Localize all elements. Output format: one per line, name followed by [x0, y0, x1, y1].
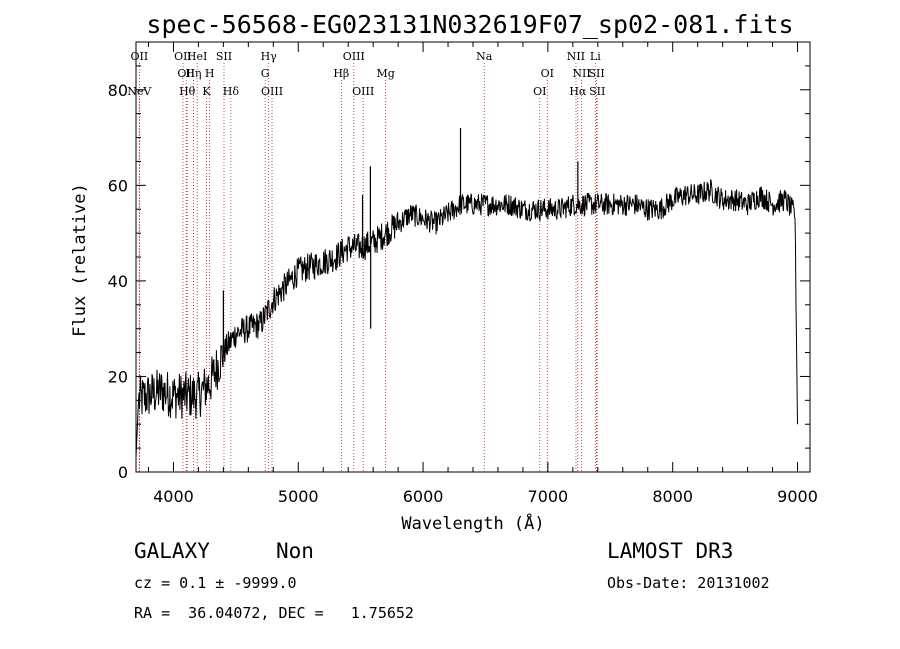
- line-label: OII: [174, 50, 192, 63]
- line-label: G: [261, 67, 270, 80]
- y-tick-label: 0: [118, 463, 128, 482]
- ra-dec: RA = 36.04072, DEC = 1.75652: [134, 604, 414, 622]
- obs-date: Obs-Date: 20131002: [607, 574, 770, 592]
- plot-frame: [135, 41, 811, 473]
- x-axis-label: Wavelength (Å): [401, 512, 544, 534]
- line-label: K: [202, 85, 211, 98]
- line-label: NII: [572, 67, 590, 80]
- line-label: Hδ: [223, 85, 240, 98]
- object-subclass: Non: [276, 539, 314, 563]
- line-label: NeV: [127, 85, 152, 98]
- line-label: HeI: [187, 50, 207, 63]
- line-label: OI: [533, 85, 546, 98]
- line-label: OIII: [343, 50, 365, 63]
- line-label: OI: [541, 67, 554, 80]
- line-label: OIII: [352, 85, 374, 98]
- spectrum-line: [135, 178, 798, 458]
- line-label: Na: [476, 50, 493, 63]
- object-class: GALAXY: [134, 539, 210, 563]
- line-label: Mg: [376, 67, 394, 80]
- line-label: H: [205, 67, 215, 80]
- line-label: Hθ: [179, 85, 196, 98]
- x-tick-label: 8000: [652, 487, 693, 506]
- x-tick-label: 4000: [153, 487, 194, 506]
- line-label: SII: [216, 50, 232, 63]
- line-label: NII: [567, 50, 585, 63]
- y-tick-label: 40: [108, 272, 128, 291]
- axis-ticks: 4000 5000 6000 7000 8000 9000 0 20 40 60 80: [108, 41, 818, 506]
- y-tick-label: 20: [108, 367, 128, 386]
- y-tick-label: 80: [108, 81, 128, 100]
- line-label: OIII: [261, 85, 283, 98]
- line-label: SII: [589, 85, 605, 98]
- line-label: Hγ: [261, 50, 278, 63]
- chart-title: spec-56568-EG023131N032619F07_sp02-081.f…: [146, 10, 793, 39]
- x-tick-label: 5000: [278, 487, 319, 506]
- survey-name: LAMOST DR3: [607, 539, 734, 563]
- y-tick-label: 60: [108, 176, 128, 195]
- x-tick-label: 7000: [528, 487, 569, 506]
- line-label: Hη: [185, 67, 201, 80]
- x-tick-label: 9000: [777, 487, 818, 506]
- line-label: Hβ: [333, 67, 349, 80]
- y-axis-label: Flux (relative): [70, 183, 90, 337]
- line-label: OII: [177, 67, 195, 80]
- line-label: Li: [590, 50, 601, 63]
- emission-spikes: [222, 128, 579, 353]
- redshift-cz: cz = 0.1 ± -9999.0: [134, 574, 297, 592]
- line-label: SII: [588, 67, 604, 80]
- line-label: Hα: [569, 85, 587, 98]
- line-label: OII: [131, 50, 149, 63]
- x-tick-label: 6000: [403, 487, 444, 506]
